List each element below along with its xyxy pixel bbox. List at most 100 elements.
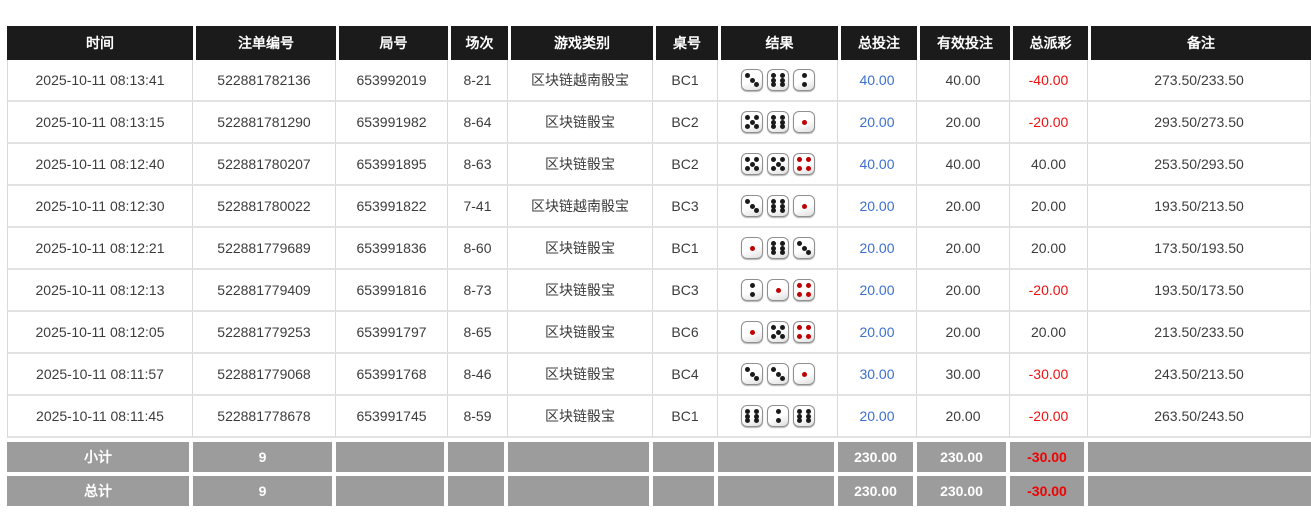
die-pip: [749, 120, 755, 125]
bet-records-table: 时间 注单编号 局号 场次 游戏类别 桌号 结果 总投注 有效投注 总派彩 备注 2025-10-1…: [7, 26, 1311, 506]
die-pip: [753, 124, 759, 129]
die-pip: [805, 157, 811, 162]
footer-cell-remark: [1088, 472, 1311, 506]
cell-valid_bet: 20.00: [917, 270, 1010, 312]
table-row: 2025-10-11 08:12:05 522881779253 653991797…: [7, 312, 1311, 354]
cell-time: 2025-10-11 08:12:30: [7, 186, 193, 228]
die-pip: [770, 82, 776, 87]
die-pip: [805, 292, 811, 297]
die-pip: [801, 246, 807, 251]
cell-bet_id: 522881779409: [193, 270, 336, 312]
footer-cell-valid_bet: 230.00: [917, 472, 1010, 506]
footer-cell-result: [718, 472, 838, 506]
cell-time: 2025-10-11 08:12:21: [7, 228, 193, 270]
cell-result: [718, 312, 838, 354]
footer-cell-table_no: [653, 472, 718, 506]
die-2-icon: [740, 279, 763, 301]
cell-time: 2025-10-11 08:12:13: [7, 270, 193, 312]
cell-time: 2025-10-11 08:12:40: [7, 144, 193, 186]
die-pip: [775, 288, 781, 293]
cell-result: [718, 396, 838, 438]
cell-session: 8-65: [448, 312, 508, 354]
table-row: 2025-10-11 08:12:30 522881780022 653991822…: [7, 186, 1311, 228]
die-pip: [753, 414, 759, 419]
col-header-valid_bet: 有效投注: [917, 26, 1010, 60]
die-pip: [779, 73, 785, 78]
die-1-icon: [766, 279, 789, 301]
die-pip: [744, 124, 750, 129]
die-pip: [753, 418, 759, 423]
cell-time: 2025-10-11 08:11:57: [7, 354, 193, 396]
die-pip: [770, 246, 776, 251]
col-header-remark: 备注: [1088, 26, 1311, 60]
cell-valid_bet: 40.00: [917, 60, 1010, 102]
die-pip: [779, 325, 785, 330]
die-6-icon: [766, 111, 789, 133]
die-pip: [744, 409, 750, 414]
table-row: 2025-10-11 08:12:40 522881780207 653991895…: [7, 144, 1311, 186]
die-5-icon: [740, 111, 763, 133]
cell-total_bet: 20.00: [838, 396, 917, 438]
cell-table_no: BC2: [653, 102, 718, 144]
die-pip: [805, 250, 811, 255]
die-pip: [796, 334, 802, 339]
cell-total_bet: 40.00: [838, 144, 917, 186]
die-pip: [770, 250, 776, 255]
footer-cell-round_id: [336, 472, 448, 506]
col-header-total_bet: 总投注: [838, 26, 917, 60]
die-pip: [753, 166, 759, 171]
header-row: 时间 注单编号 局号 场次 游戏类别 桌号 结果 总投注 有效投注 总派彩 备注: [7, 26, 1311, 60]
footer-cell-bet_id: 9: [193, 438, 336, 472]
die-3-icon: [792, 237, 815, 259]
cell-total_bet: 20.00: [838, 102, 917, 144]
cell-result: [718, 270, 838, 312]
die-1-icon: [740, 237, 763, 259]
die-pip: [770, 334, 776, 339]
die-6-icon: [740, 405, 763, 427]
footer-cell-total_bet: 230.00: [838, 438, 917, 472]
cell-session: 8-64: [448, 102, 508, 144]
die-pip: [749, 372, 755, 377]
die-pip: [805, 409, 811, 414]
cell-total_payout: -20.00: [1010, 396, 1088, 438]
cell-game_type: 区块链骰宝: [508, 312, 653, 354]
cell-total_payout: 20.00: [1010, 312, 1088, 354]
cell-game_type: 区块链骰宝: [508, 228, 653, 270]
cell-valid_bet: 20.00: [917, 312, 1010, 354]
cell-time: 2025-10-11 08:12:05: [7, 312, 193, 354]
die-pip: [744, 414, 750, 419]
col-header-round_id: 局号: [336, 26, 448, 60]
die-pip: [779, 115, 785, 120]
cell-result: [718, 102, 838, 144]
die-pip: [749, 162, 755, 167]
die-pip: [770, 208, 776, 213]
cell-remark: 243.50/213.50: [1088, 354, 1311, 396]
cell-result: [718, 228, 838, 270]
die-6-icon: [792, 405, 815, 427]
die-3-icon: [766, 363, 789, 385]
die-pip: [796, 292, 802, 297]
die-pip: [805, 283, 811, 288]
die-6-icon: [766, 69, 789, 91]
table-row: 2025-10-11 08:12:13 522881779409 653991816…: [7, 270, 1311, 312]
footer-cell-table_no: [653, 438, 718, 472]
cell-remark: 213.50/233.50: [1088, 312, 1311, 354]
cell-game_type: 区块链越南骰宝: [508, 186, 653, 228]
cell-table_no: BC4: [653, 354, 718, 396]
die-pip: [779, 241, 785, 246]
die-3-icon: [740, 195, 763, 217]
cell-round_id: 653991982: [336, 102, 448, 144]
cell-valid_bet: 20.00: [917, 186, 1010, 228]
die-pip: [753, 115, 759, 120]
die-pip: [775, 162, 781, 167]
die-pip: [770, 325, 776, 330]
die-1-icon: [792, 195, 815, 217]
die-pip: [753, 157, 759, 162]
die-pip: [744, 73, 750, 78]
die-pip: [805, 418, 811, 423]
die-pip: [801, 372, 807, 377]
cell-time: 2025-10-11 08:13:41: [7, 60, 193, 102]
table-row: 2025-10-11 08:13:41 522881782136 653992019…: [7, 60, 1311, 102]
die-pip: [770, 367, 776, 372]
die-pip: [744, 115, 750, 120]
